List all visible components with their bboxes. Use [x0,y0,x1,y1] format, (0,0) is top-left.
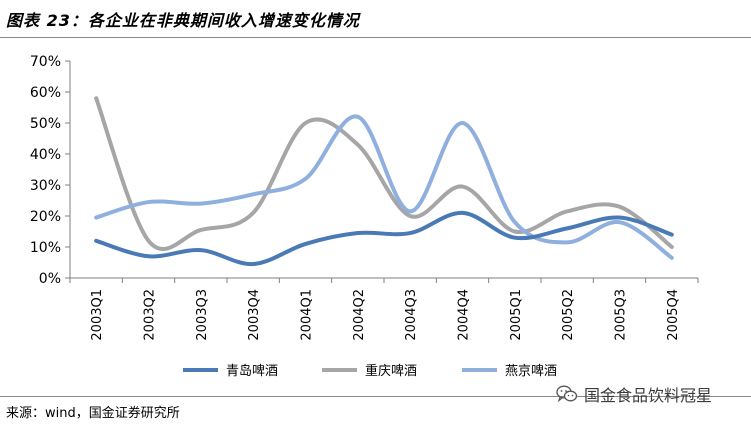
x-tick-label: 2005Q3 [614,289,629,341]
y-tick-label: 0% [39,271,61,287]
x-tick-label: 2005Q4 [666,289,681,341]
x-tick-label: 2004Q4 [457,289,472,341]
x-tick-label: 2004Q2 [352,289,367,341]
wechat-icon [556,385,578,403]
y-tick-label: 30% [30,178,61,194]
footer-divider [0,396,751,397]
header: 图表 23：各企业在非典期间收入增速变化情况 [0,0,751,38]
chart-title: 图表 23：各企业在非典期间收入增速变化情况 [6,11,360,30]
legend-label: 重庆啤酒 [365,363,417,379]
x-tick-label: 2004Q3 [404,289,419,341]
legend-label: 燕京啤酒 [505,364,557,379]
series-lines [94,96,674,267]
x-tick-label: 2004Q1 [300,289,315,341]
y-tick-label: 50% [30,116,61,132]
legend: 青岛啤酒 重庆啤酒 燕京啤酒 [183,363,557,379]
y-tick-label: 10% [30,240,61,256]
y-tick-label: 40% [30,147,61,163]
watermark-text: 国金食品饮料冠星 [584,386,713,405]
x-tick-label: 2003Q1 [90,289,105,341]
x-tick-label: 2005Q2 [561,289,576,341]
header-divider [0,37,751,38]
watermark: 国金食品饮料冠星 [556,382,712,406]
series-line-2 [94,96,674,251]
series-line-3 [94,114,674,260]
x-tick-label: 2003Q4 [247,289,262,341]
x-tick-label: 2003Q2 [143,289,158,341]
y-tick-label: 60% [30,85,61,101]
x-axis: 2003Q1 2003Q2 2003Q3 2003Q4 2004Q1 2004Q2 2004… [69,277,699,341]
x-tick-label: 2003Q3 [195,289,210,341]
series-line-1 [94,210,674,267]
x-tick-label: 2005Q1 [509,289,524,341]
y-axis: 0% 10% 20% 30% 40% 50% 60% 70% [30,54,71,287]
legend-label: 青岛啤酒 [226,363,278,379]
y-tick-label: 20% [30,209,61,225]
line-chart: 0%10%20%30%40%50%60%70% 2003Q1 2003Q2 2003… [30,54,699,379]
source-note: 来源：wind，国金证券研究所 [6,406,180,421]
y-tick-label: 70% [30,54,61,70]
